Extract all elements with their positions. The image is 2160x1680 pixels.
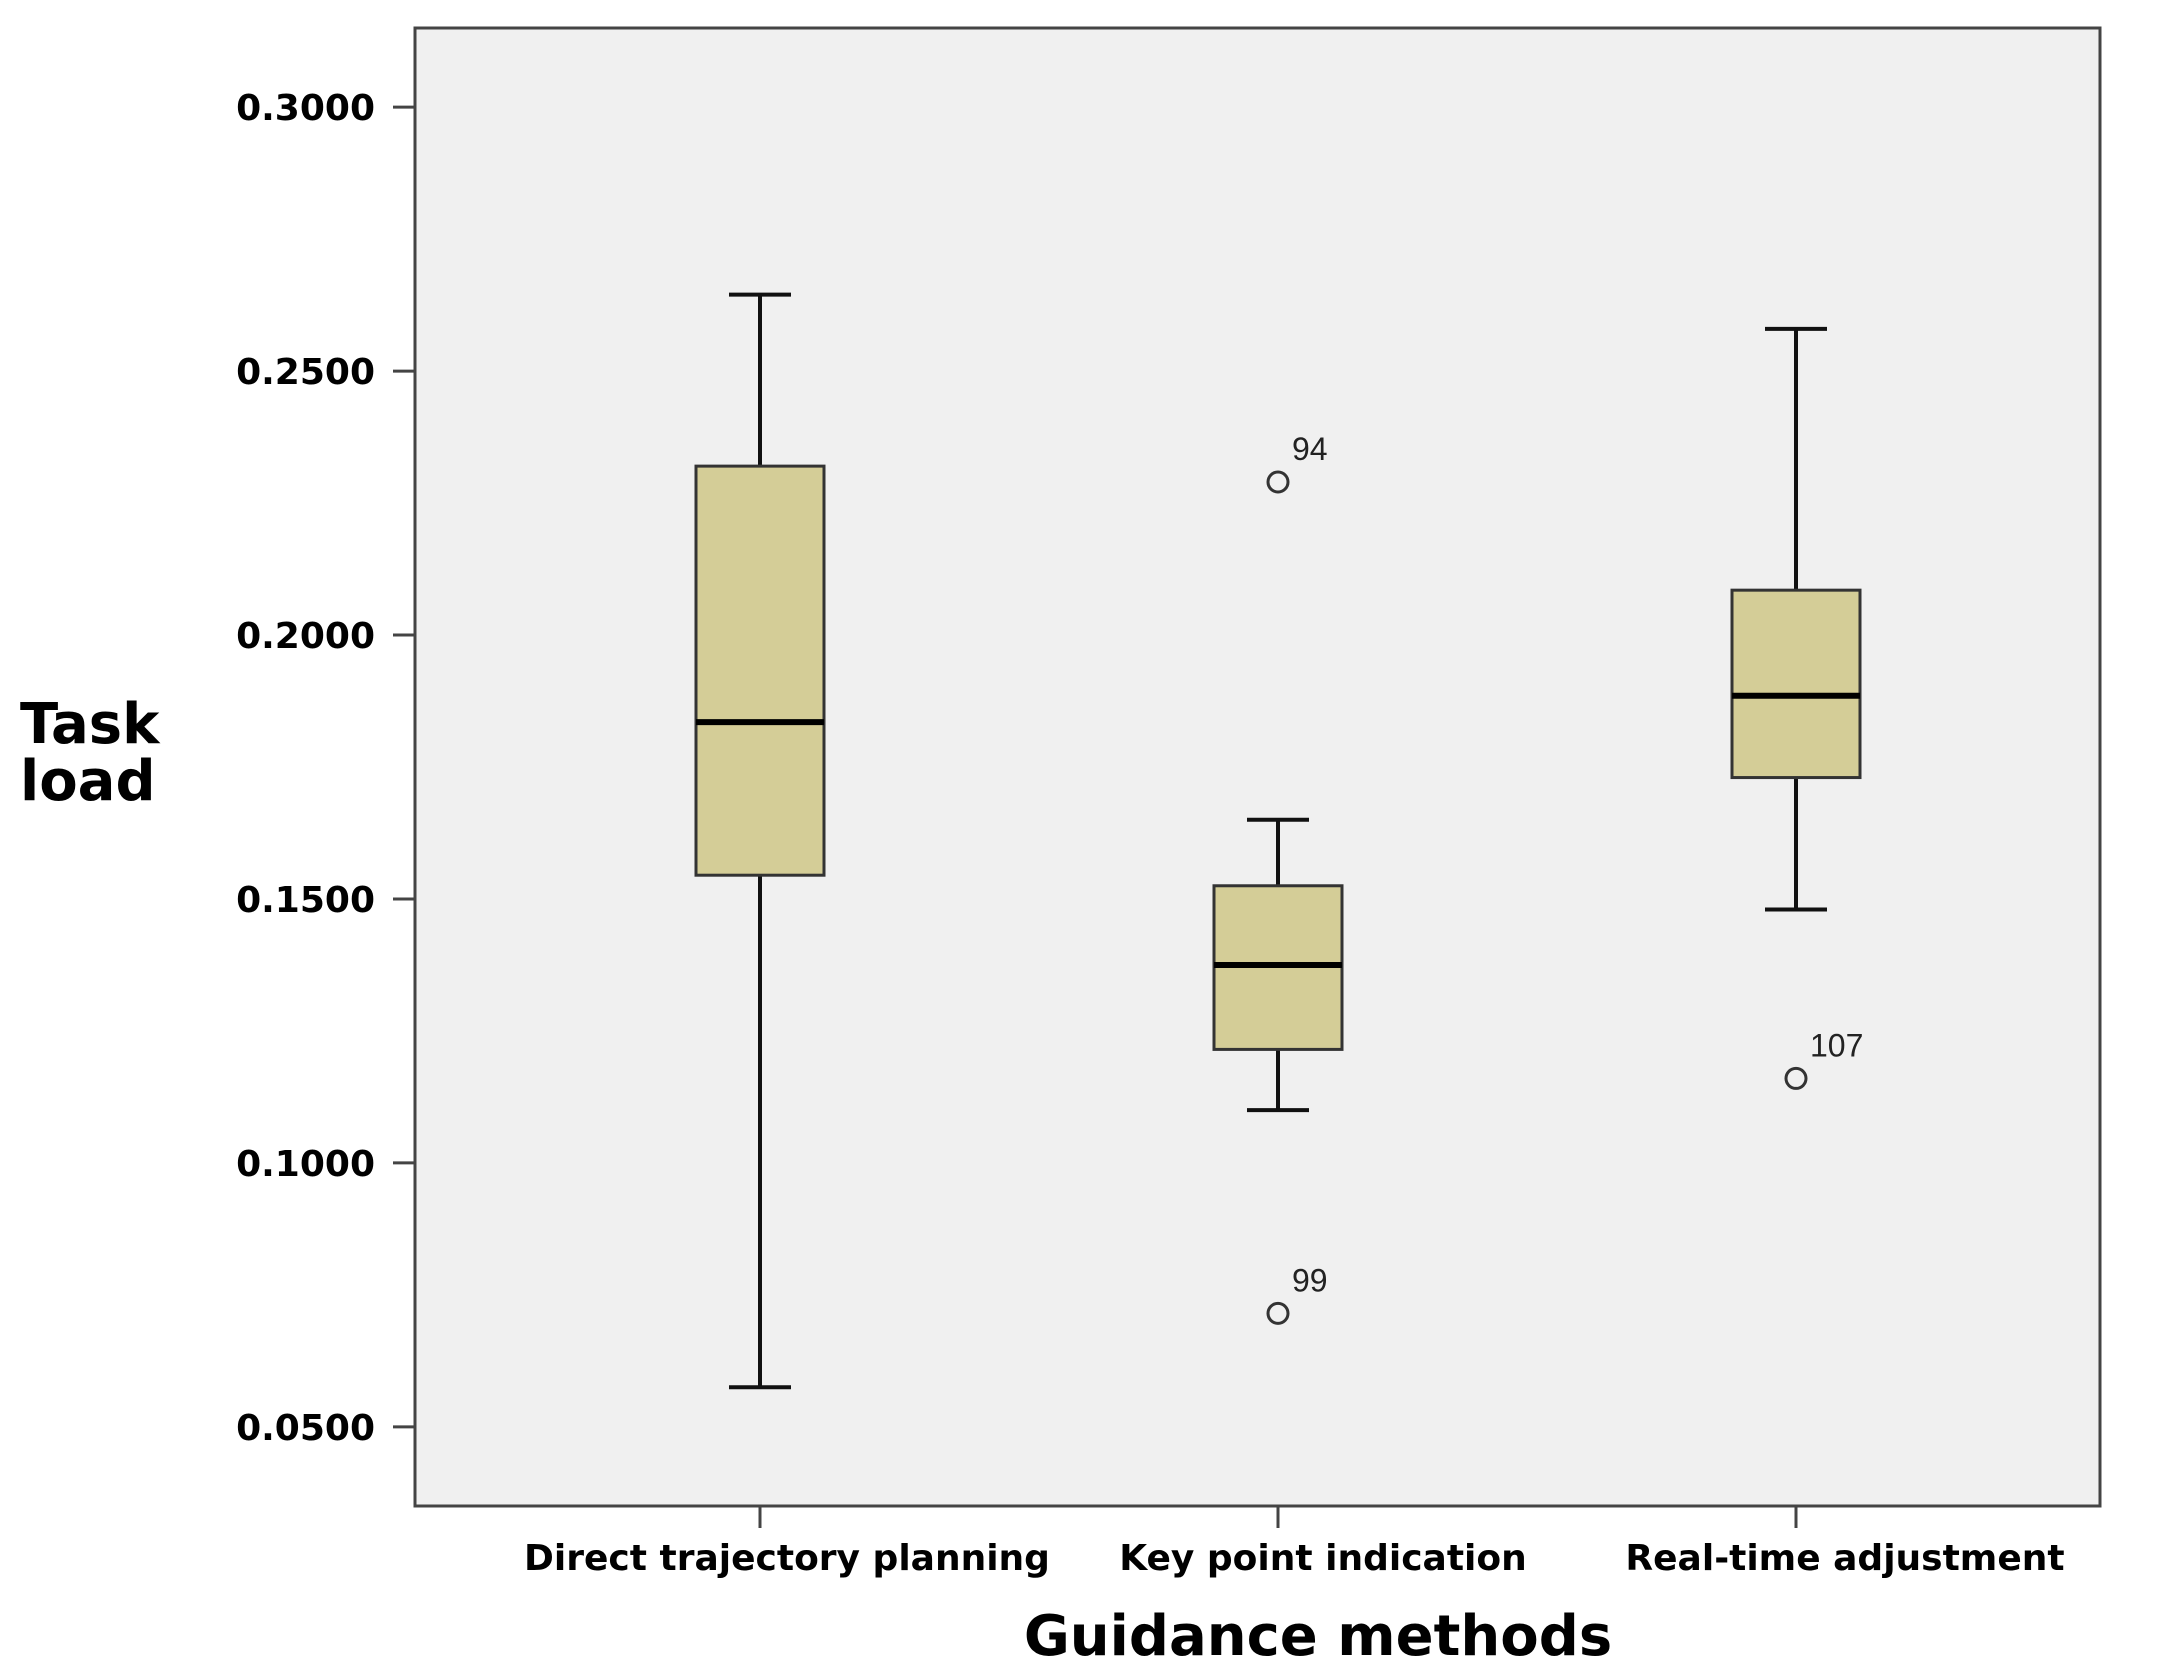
y-tick-label: 0.0500 [236,1408,375,1449]
outlier-point [1784,1066,1808,1090]
x-tick-label: Real-time adjustment [1625,1538,2064,1579]
outlier-point [1266,1301,1290,1325]
outlier-label: 99 [1292,1262,1328,1298]
box-group [694,292,826,1390]
boxes [694,292,1862,1390]
x-tick-label: Direct trajectory planning [524,1538,1050,1579]
y-axis: 0.0500 0.1000 0.1500 0.2000 0.2500 0.3000 [236,88,415,1449]
box-group [1730,326,1862,912]
outlier-label: 94 [1292,431,1328,467]
box-iqr [1730,588,1862,780]
y-tick-label: 0.3000 [236,88,375,129]
x-axis: Direct trajectory planning Key point indi… [524,1506,2065,1579]
y-tick-label: 0.1500 [236,880,375,921]
outlier-point [1266,470,1290,494]
x-tick-label: Key point indication [1119,1538,1527,1579]
y-axis-title-line-2: load [20,749,156,814]
y-tick-label: 0.2500 [236,352,375,393]
y-axis-title-line-1: Task [20,692,161,757]
y-tick-label: 0.2000 [236,616,375,657]
outliers: 94 99 107 [1266,431,1863,1325]
box-group [1212,817,1344,1113]
box-iqr [694,464,826,877]
x-axis-title: Guidance methods [1024,1604,1612,1669]
outlier-label: 107 [1810,1027,1863,1063]
y-tick-label: 0.1000 [236,1144,375,1185]
